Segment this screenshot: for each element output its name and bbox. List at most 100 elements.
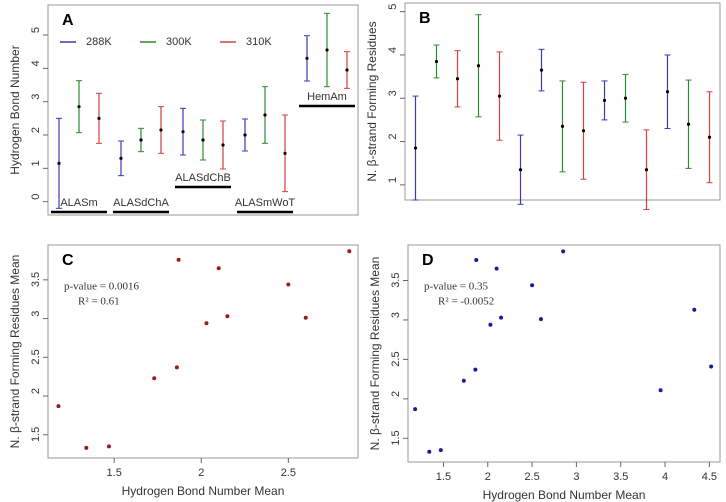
x-tick-label: 1.5 — [107, 467, 122, 479]
mean-point — [345, 68, 349, 72]
point — [84, 445, 89, 450]
mean-point — [602, 98, 607, 103]
x-tick-label: 3 — [573, 471, 579, 483]
annotation: p-value = 0.0016 — [64, 281, 139, 293]
plot-frame — [404, 2, 721, 201]
legend-label: 300K — [166, 36, 192, 48]
mean-point — [707, 135, 712, 139]
mean-point — [263, 113, 267, 117]
mean-point — [476, 64, 481, 68]
category-label: HemAm — [307, 91, 347, 103]
mean-point — [159, 128, 163, 132]
x-axis-title: Hydrogen Bond Number Mean — [483, 488, 646, 502]
x-tick-label: 4.5 — [702, 471, 717, 483]
mean-point — [497, 94, 502, 98]
y-tick-label: 4 — [30, 60, 42, 66]
point — [488, 322, 493, 327]
point — [106, 444, 111, 449]
x-tick-label: 2.5 — [524, 471, 539, 483]
y-tick-label: 2.5 — [390, 351, 402, 366]
x-tick-label: 1.5 — [436, 471, 451, 483]
point — [216, 266, 221, 271]
y-tick-label: 2 — [387, 134, 399, 140]
x-tick-label: 2.5 — [281, 467, 296, 479]
point — [474, 257, 479, 262]
point — [561, 249, 566, 254]
point — [499, 315, 504, 320]
point — [709, 364, 714, 369]
y-axis-title: N. β-strand Forming Residues Mean — [8, 255, 22, 449]
y-axis-title: N. β-strand Forming Residues — [365, 21, 379, 181]
mean-point — [413, 146, 418, 150]
point — [225, 314, 230, 319]
point — [692, 307, 697, 312]
y-tick-label: 5 — [387, 4, 399, 10]
point — [56, 404, 61, 409]
point — [538, 317, 543, 322]
mean-point — [455, 77, 460, 81]
mean-point — [243, 133, 247, 137]
mean-point — [283, 151, 287, 155]
category-label: ALASmWoT — [235, 197, 296, 209]
x-tick-label: 2 — [485, 471, 491, 483]
category-label: ALASdChB — [175, 172, 231, 184]
category-label: ALASdChA — [113, 197, 169, 209]
plot-frame — [47, 244, 359, 459]
point — [413, 407, 418, 412]
y-tick-label: 2 — [30, 127, 42, 133]
y-tick-label: 3 — [30, 94, 42, 100]
x-axis-title: Hydrogen Bond Number Mean — [122, 484, 285, 498]
y-tick-label: 3.5 — [390, 273, 402, 288]
x-tick-label: 4 — [662, 471, 668, 483]
y-tick-label: 4 — [387, 47, 399, 53]
mean-point — [77, 105, 81, 109]
point — [204, 321, 209, 326]
mean-point — [201, 138, 205, 142]
mean-point — [623, 96, 628, 100]
point — [494, 266, 499, 271]
mean-point — [434, 59, 439, 64]
point — [347, 249, 352, 254]
y-tick-label: 3 — [387, 90, 399, 96]
legend-label: 288K — [86, 36, 112, 48]
mean-point — [539, 68, 544, 72]
panel-label: B — [419, 10, 431, 27]
point — [152, 376, 157, 381]
mean-point — [560, 124, 565, 128]
point — [176, 257, 181, 262]
y-tick-label: 3 — [30, 311, 42, 317]
x-tick-label: 2 — [198, 467, 204, 479]
mean-point — [686, 122, 691, 126]
y-axis-title: Hydrogen Bond Number — [8, 45, 22, 174]
mean-point — [181, 130, 185, 134]
category-label: ALASm — [60, 197, 97, 209]
legend-label: 310K — [246, 36, 272, 48]
y-tick-label: 1 — [387, 177, 399, 183]
y-tick-label: 5 — [30, 27, 42, 33]
mean-point — [644, 168, 649, 172]
point — [174, 365, 179, 370]
y-tick-label: 2 — [30, 388, 42, 394]
point — [303, 315, 308, 320]
point — [530, 283, 535, 288]
y-tick-label: 2 — [390, 391, 402, 397]
plot-frame — [47, 4, 359, 216]
mean-point — [325, 48, 329, 52]
mean-point — [57, 161, 61, 165]
y-tick-label: 1.5 — [390, 430, 402, 445]
panel-label: A — [62, 12, 74, 29]
panel-label: C — [62, 252, 74, 269]
point — [658, 388, 663, 393]
annotation: p-value = 0.35 — [424, 281, 488, 293]
mean-point — [518, 168, 523, 172]
point — [461, 378, 466, 383]
mean-point — [305, 56, 309, 60]
mean-point — [581, 129, 586, 133]
y-tick-label: 0 — [30, 194, 42, 200]
plot-frame — [407, 244, 721, 463]
point — [427, 449, 432, 454]
point — [286, 282, 291, 287]
mean-point — [221, 143, 225, 147]
point — [438, 448, 443, 453]
